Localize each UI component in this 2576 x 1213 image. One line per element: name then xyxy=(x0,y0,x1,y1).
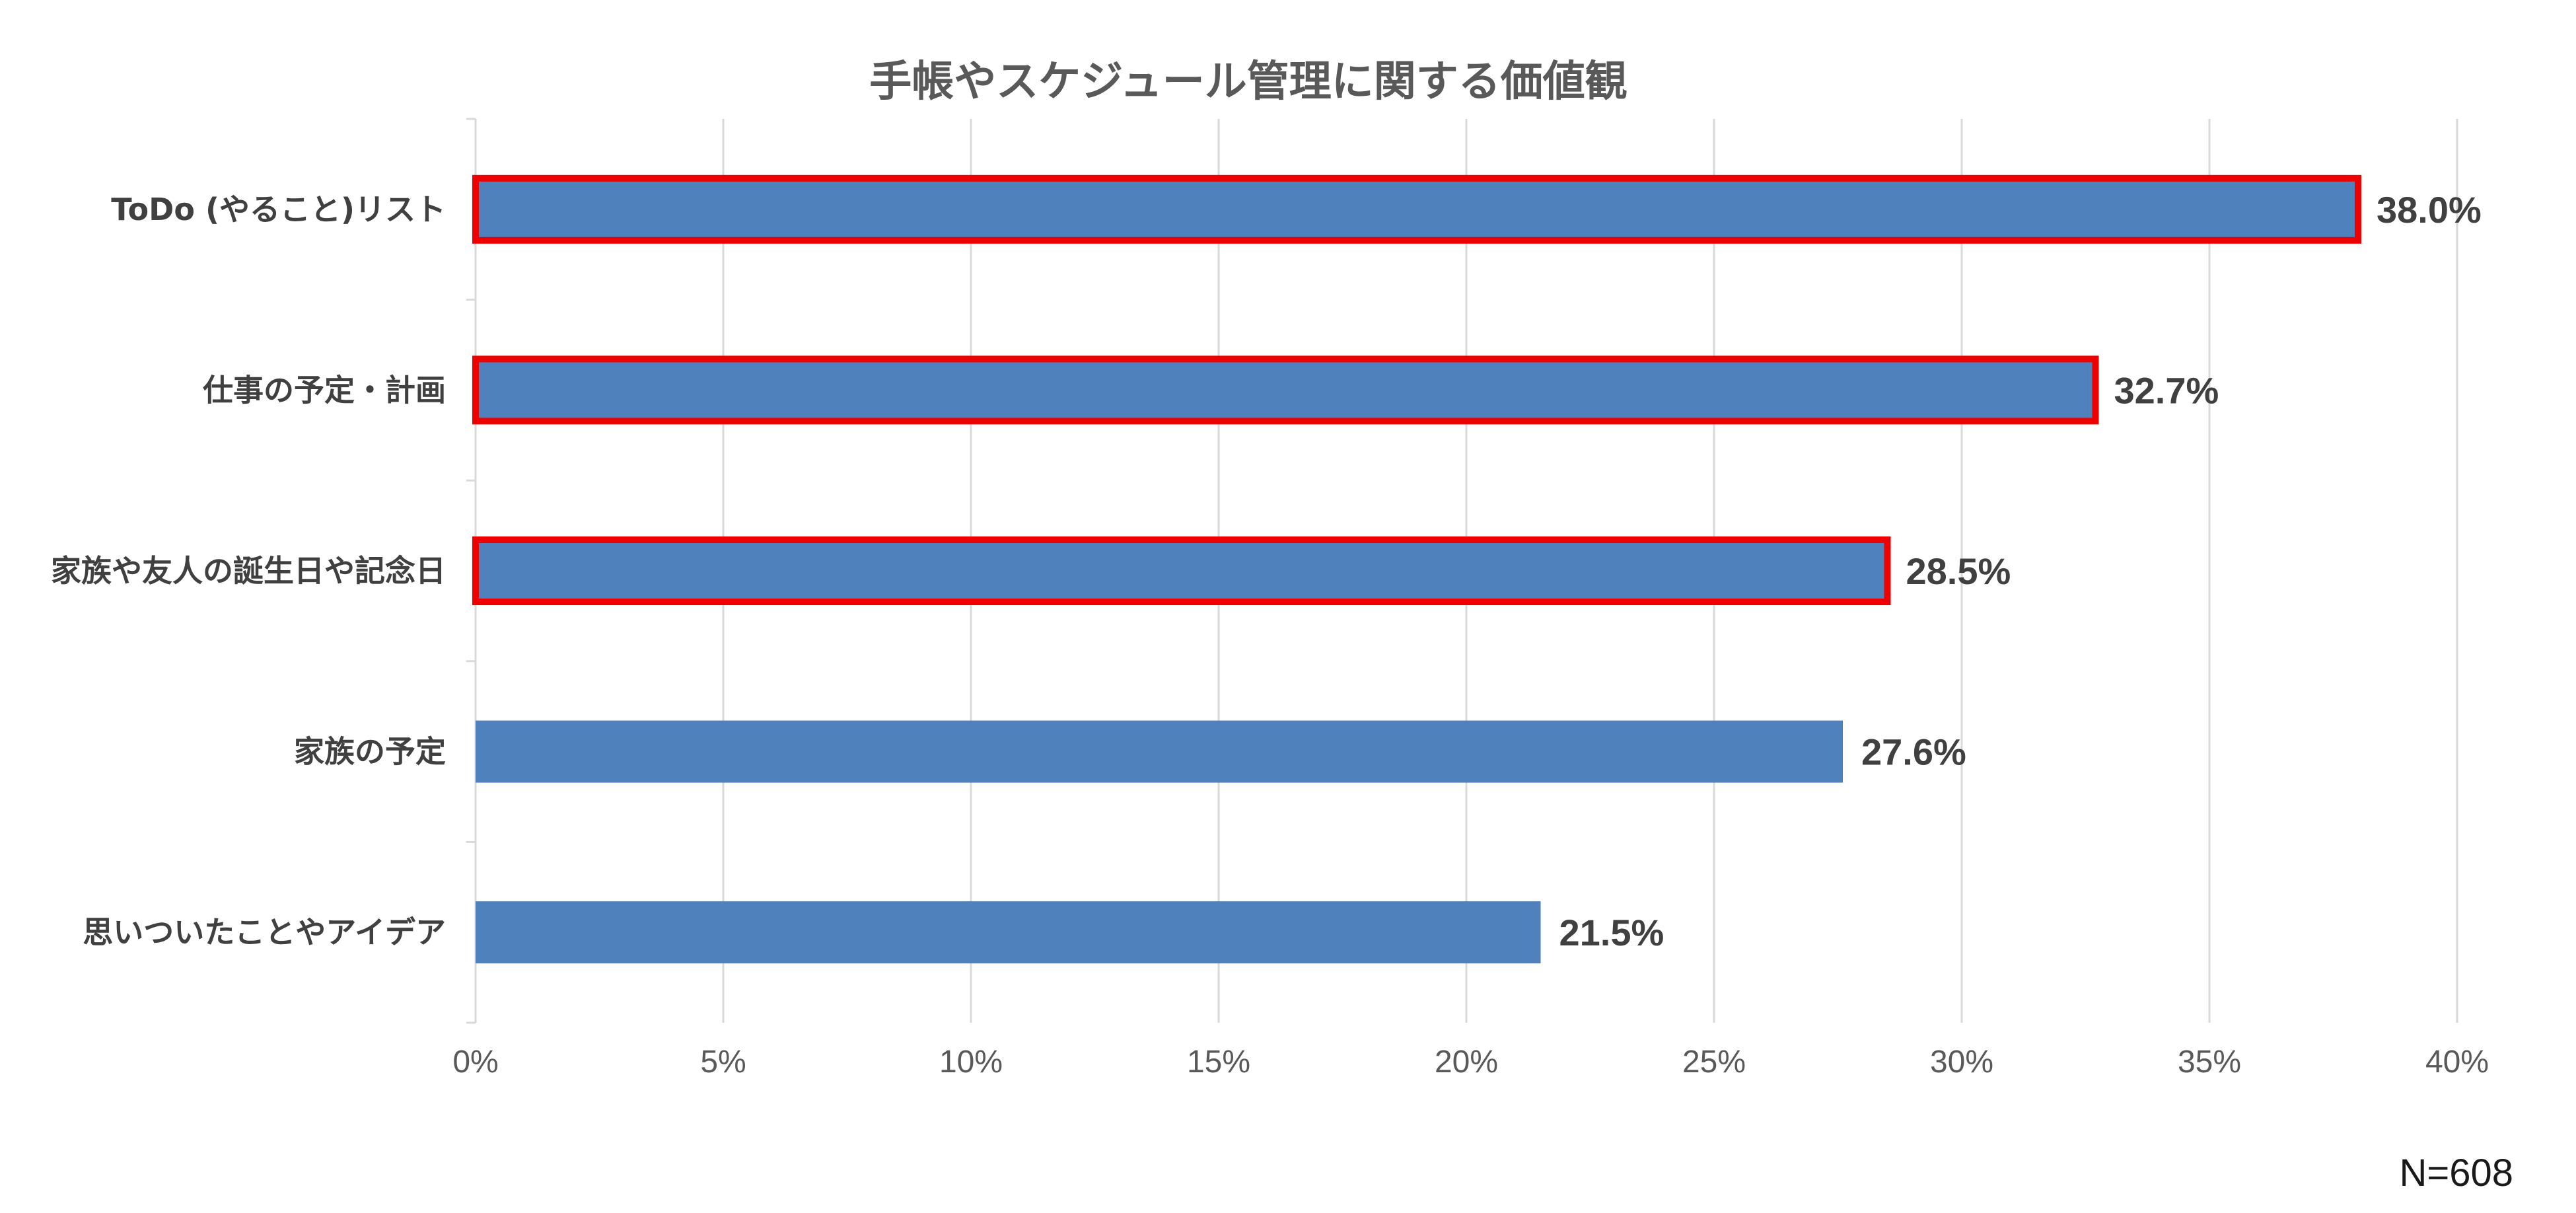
data-label: 28.5% xyxy=(1906,550,2011,592)
x-tick-label: 5% xyxy=(700,1045,746,1080)
bar xyxy=(472,536,1891,605)
bar xyxy=(476,901,1541,964)
data-label: 27.6% xyxy=(1861,731,1966,773)
x-tick-label: 15% xyxy=(1187,1045,1250,1080)
data-label: 38.0% xyxy=(2377,189,2482,231)
category-label: 家族の予定 xyxy=(294,734,446,770)
x-tick-label: 35% xyxy=(2178,1045,2241,1080)
x-tick-label: 0% xyxy=(452,1045,498,1080)
bar xyxy=(472,174,2361,244)
labels: 0% 5% 10% 15% 20% 25% 30% 35% 40% ToDo (やること)リスト 3… xyxy=(51,189,2489,1080)
category-label: 仕事の予定・計画 xyxy=(203,372,446,408)
bars xyxy=(472,174,2361,964)
data-label: 21.5% xyxy=(1559,912,1664,953)
bar xyxy=(476,720,1843,783)
category-label: 思いついたことやアイデア xyxy=(83,914,446,950)
category-label: 家族や友人の誕生日や記念日 xyxy=(51,553,446,589)
x-tick-label: 25% xyxy=(1682,1045,1746,1080)
category-label: ToDo (やること)リスト xyxy=(111,192,446,227)
x-tick-label: 20% xyxy=(1435,1045,1498,1080)
x-tick-label: 10% xyxy=(939,1045,1003,1080)
x-tick-label: 30% xyxy=(1930,1045,1993,1080)
data-label: 32.7% xyxy=(2114,369,2219,411)
x-tick-label: 40% xyxy=(2425,1045,2489,1080)
bar xyxy=(472,355,2099,425)
sample-size-note: N=608 xyxy=(2399,1152,2513,1195)
chart-title: 手帳やスケジュール管理に関する価値観 xyxy=(869,57,1628,106)
